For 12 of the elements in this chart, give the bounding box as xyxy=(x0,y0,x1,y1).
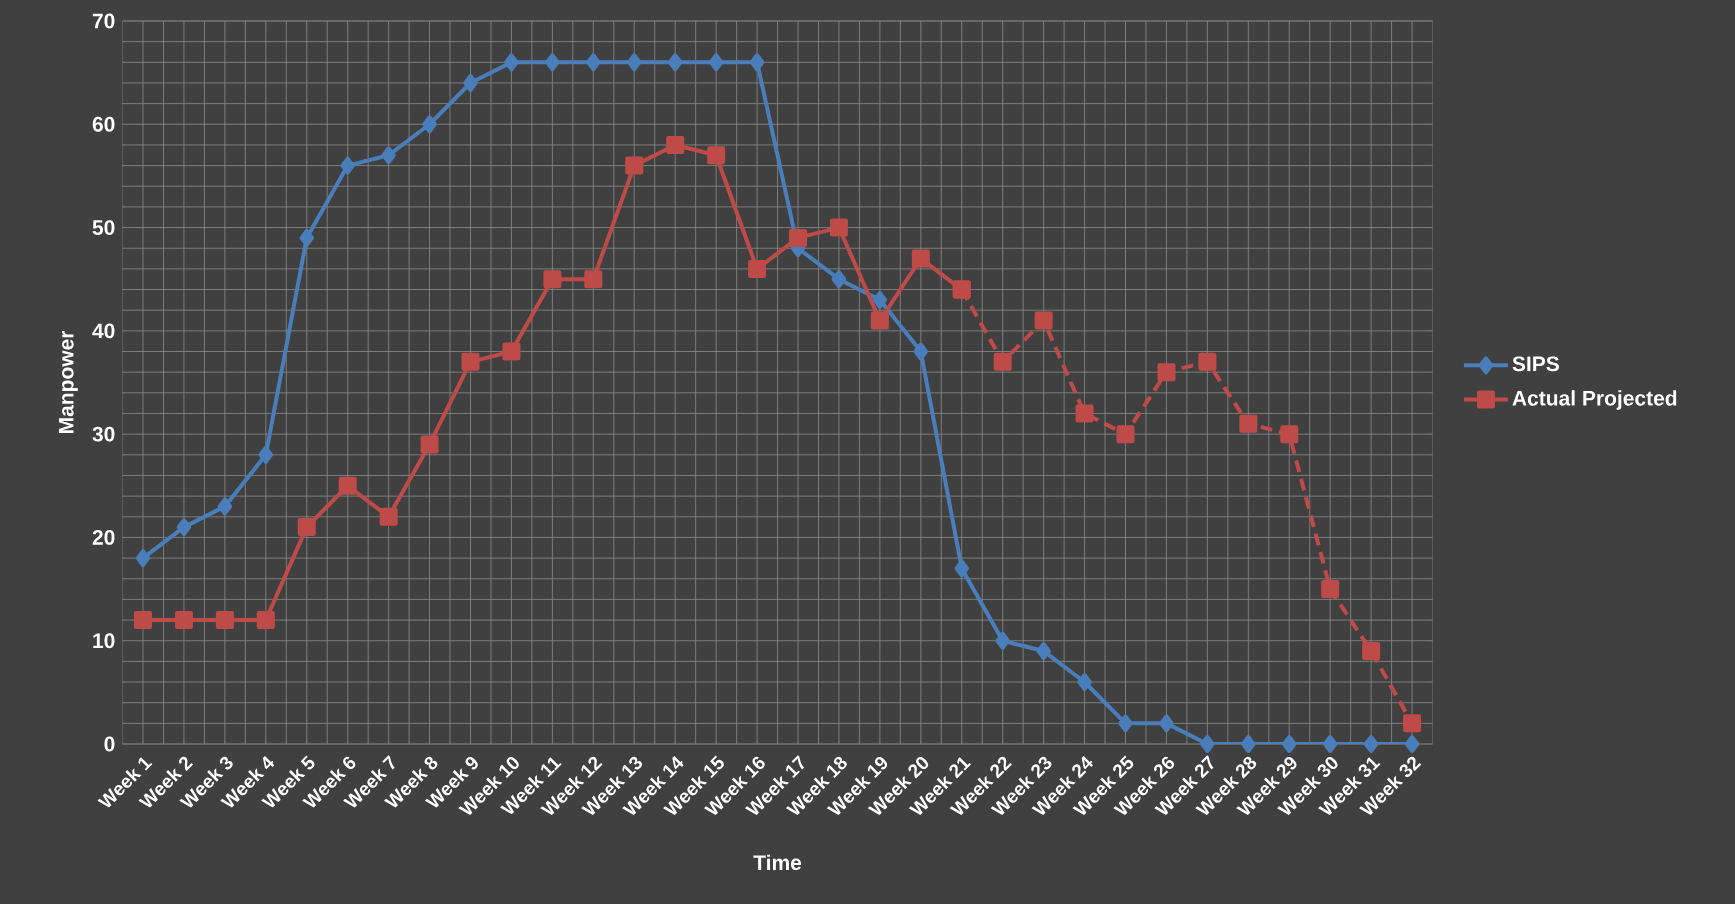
y-tick-label: 60 xyxy=(92,116,115,132)
y-tick-label: 10 xyxy=(93,633,115,649)
y-tick-label: 50 xyxy=(92,220,115,235)
y-tick-label: 70 xyxy=(92,13,115,29)
legend-label: Actual Projected xyxy=(1512,390,1677,410)
x-axis-title: Time xyxy=(753,854,802,871)
y-tick-label: 30 xyxy=(92,426,115,442)
y-axis-title: Manpower xyxy=(58,330,78,434)
y-tick-label: 20 xyxy=(92,530,115,545)
y-tick-label: 0 xyxy=(104,736,115,752)
y-tick-label: 40 xyxy=(92,323,115,339)
legend-label: SIPS xyxy=(1512,356,1559,372)
